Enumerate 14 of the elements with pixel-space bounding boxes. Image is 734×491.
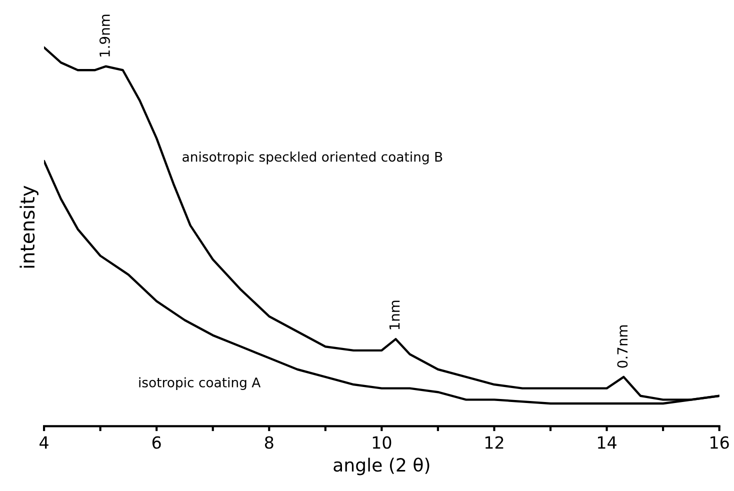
y-axis-title: intensity [20,186,38,268]
x-tick-label: 8 [264,436,274,449]
x-tick-label: 12 [485,436,504,449]
series-label: isotropic coating A [139,377,261,390]
annotation: 1nm [389,300,400,330]
x-tick-label: 4 [40,436,48,449]
x-axis-title: angle (2 θ) [334,458,430,476]
annotation: 0.7nm [617,325,628,368]
annotation: 1.9nm [99,14,110,56]
series-label: anisotropic speckled oriented coating B [182,152,442,164]
x-tick-label: 14 [598,436,616,449]
x-tick-label: 10 [372,436,392,449]
x-tick-label: 16 [710,436,729,449]
x-tick-label: 6 [152,436,161,449]
